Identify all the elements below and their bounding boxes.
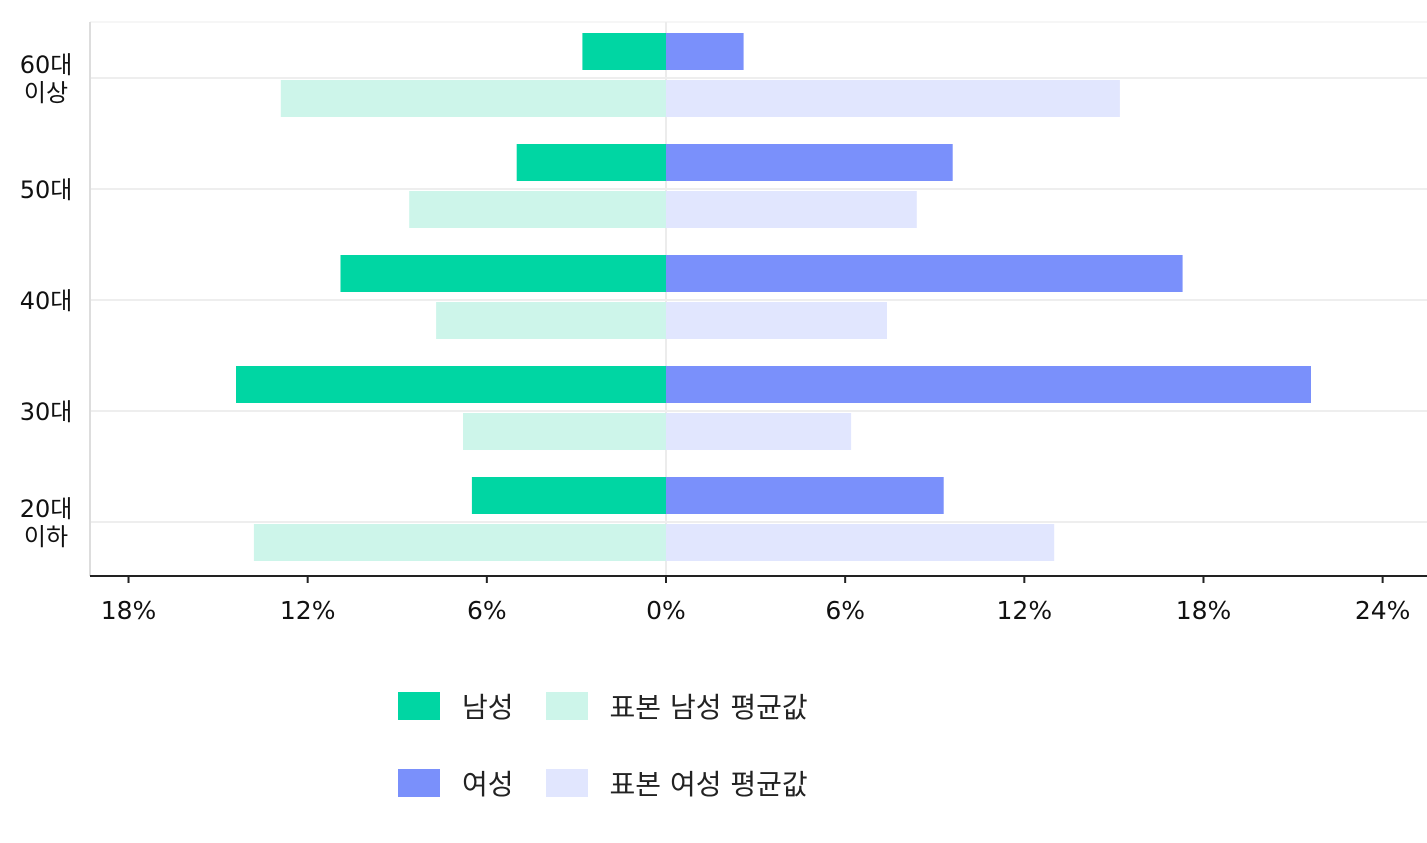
category-label: 40대 bbox=[20, 287, 73, 315]
bar-male bbox=[516, 144, 666, 181]
category-label: 이상 bbox=[24, 79, 68, 107]
legend-label-sample-female-avg: 표본 여성 평균값 bbox=[609, 768, 808, 801]
bar-female bbox=[666, 255, 1183, 292]
legend-item-male: 남성 bbox=[398, 686, 514, 726]
x-tick-label: 18% bbox=[101, 596, 157, 625]
bar-sample-male-avg bbox=[253, 524, 666, 561]
legend-row-male: 남성 표본 남성 평균값 bbox=[398, 686, 1018, 726]
bar-sample-female-avg bbox=[666, 302, 887, 339]
bar-female bbox=[666, 144, 953, 181]
legend-swatch-male bbox=[398, 692, 440, 720]
legend-label-male: 남성 bbox=[462, 691, 514, 724]
legend-item-sample-male-avg: 표본 남성 평균값 bbox=[545, 686, 808, 726]
x-tick-label: 12% bbox=[997, 596, 1053, 625]
bar-female bbox=[666, 33, 744, 70]
bar-sample-female-avg bbox=[666, 80, 1120, 117]
legend-row-female: 여성 표본 여성 평균값 bbox=[398, 763, 1018, 803]
x-tick-label: 0% bbox=[646, 596, 686, 625]
x-tick-label: 6% bbox=[467, 596, 507, 625]
legend-label-sample-male-avg: 표본 남성 평균값 bbox=[609, 691, 808, 724]
category-label: 50대 bbox=[20, 176, 73, 204]
bar-male bbox=[471, 477, 666, 514]
x-tick-label: 6% bbox=[825, 596, 865, 625]
bar-female bbox=[666, 477, 944, 514]
x-tick-label: 12% bbox=[280, 596, 336, 625]
bar-sample-female-avg bbox=[666, 413, 852, 450]
axes bbox=[89, 22, 1427, 583]
legend-swatch-female bbox=[398, 769, 440, 797]
x-tick-labels: 18% 12% 6% 0% 6% 12% 18% 24% bbox=[101, 596, 1411, 625]
category-label: 이하 bbox=[24, 523, 68, 551]
x-tick-label: 18% bbox=[1176, 596, 1232, 625]
category-label: 20대 bbox=[20, 495, 73, 523]
bar-sample-male-avg bbox=[409, 191, 666, 228]
bar-male bbox=[582, 33, 666, 70]
x-tick-label: 24% bbox=[1355, 596, 1411, 625]
grid-lines bbox=[90, 21, 1427, 576]
bars bbox=[236, 33, 1311, 561]
legend-item-sample-female-avg: 표본 여성 평균값 bbox=[545, 763, 808, 803]
bar-male bbox=[340, 255, 666, 292]
bar-sample-male-avg bbox=[280, 80, 666, 117]
chart-legend: 남성 표본 남성 평균값 여성 표본 여성 평균값 bbox=[398, 686, 1018, 840]
bar-sample-male-avg bbox=[436, 302, 666, 339]
legend-item-female: 여성 bbox=[398, 763, 514, 803]
bar-sample-female-avg bbox=[666, 524, 1055, 561]
bar-sample-male-avg bbox=[463, 413, 666, 450]
legend-swatch-sample-female-avg bbox=[545, 769, 588, 797]
category-label: 60대 bbox=[20, 51, 73, 79]
bar-sample-female-avg bbox=[666, 191, 917, 228]
legend-label-female: 여성 bbox=[462, 768, 514, 801]
category-label: 30대 bbox=[20, 398, 73, 426]
bar-male bbox=[236, 366, 666, 403]
legend-swatch-sample-male-avg bbox=[545, 692, 588, 720]
bar-female bbox=[666, 366, 1311, 403]
